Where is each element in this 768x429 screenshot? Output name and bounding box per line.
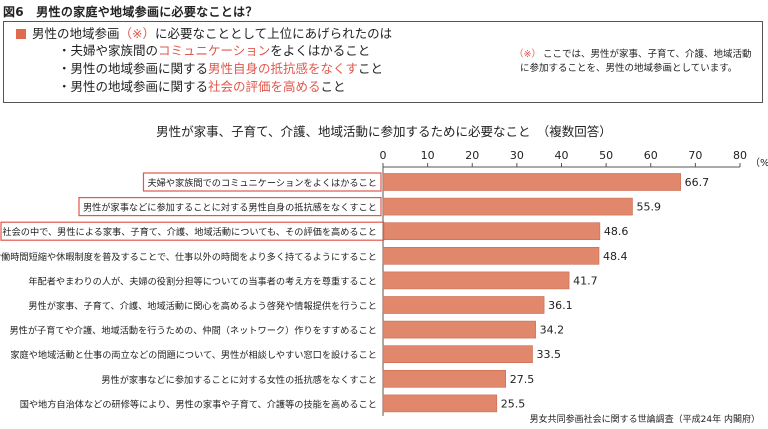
category-highlight-box bbox=[78, 197, 382, 217]
category-label: 男性が家事などに参加することに対する男性自身の抵抗感をなくすこと bbox=[83, 202, 377, 214]
x-tick-label: 70 bbox=[688, 149, 702, 162]
bar bbox=[382, 222, 601, 240]
x-tick-label: 80 bbox=[733, 149, 747, 162]
summary-item-post: をよくはかること bbox=[270, 43, 371, 58]
category-label: 男性が家事などに参加することに対する女性の抵抗感をなくすこと bbox=[101, 374, 377, 386]
category-label: 夫婦や家族間でのコミュニケーションをよくはかること bbox=[147, 177, 377, 189]
summary-lead-pre: 男性の地域参画 bbox=[32, 26, 120, 41]
x-tick-label: 0 bbox=[380, 149, 387, 162]
summary-item-post: こと bbox=[358, 61, 384, 76]
summary-item-pre: ・男性の地域参画に関する bbox=[58, 79, 209, 94]
bar bbox=[382, 394, 498, 413]
bar bbox=[382, 320, 536, 339]
source-note: 男女共同参画社会に関する世論調査（平成24年 内閣府） bbox=[529, 415, 760, 425]
bar-value-label: 36.1 bbox=[548, 299, 573, 312]
note-line-2: に参加することを、男性の地域参画としています。 bbox=[520, 63, 738, 74]
summary-lead-note-mark: （※） bbox=[119, 26, 155, 41]
bar bbox=[382, 247, 600, 265]
summary-bullet-icon bbox=[16, 29, 26, 39]
bar-value-label: 27.5 bbox=[510, 373, 535, 386]
bar-value-label: 25.5 bbox=[501, 397, 526, 410]
bar bbox=[382, 296, 545, 314]
category-highlight-box bbox=[0, 221, 385, 241]
chart-title: 男性が家事、子育て、介護、地域活動に参加するために必要なこと （複数回答） bbox=[156, 124, 612, 139]
category-label: 労働時間短縮や休暇制度を普及することで、仕事以外の時間をより多く持てるようにする… bbox=[0, 251, 377, 263]
x-tick-label: 10 bbox=[421, 149, 435, 162]
summary-item-emphasis: 男性自身の抵抗感をなくす bbox=[208, 61, 359, 76]
note-line-1-text: ここでは、男性が家事、子育て、介護、地域活動 bbox=[542, 49, 752, 60]
note-text: （※） ここでは、男性が家事、子育て、介護、地域活動 に参加することを、男性の地域… bbox=[514, 48, 752, 76]
category-label: 年配者やまわりの人が、夫婦の役割分担等についての当事者の考え方を尊重すること bbox=[28, 275, 377, 287]
x-tick-label: 50 bbox=[599, 149, 613, 162]
bar-value-label: 66.7 bbox=[685, 176, 710, 189]
note-mark: （※） bbox=[514, 49, 541, 60]
category-label: 男性が子育てや介護、地域活動を行うための、仲間（ネットワーク）作りをすすめること bbox=[10, 325, 378, 337]
bar-value-label: 48.4 bbox=[603, 250, 628, 263]
summary-lead: 男性の地域参画（※）に必要なこととして上位にあげられたのは bbox=[32, 26, 393, 41]
x-tick-label: 60 bbox=[644, 149, 658, 162]
summary-item: ・夫婦や家族間のコミュニケーションをよくはかること bbox=[58, 43, 371, 58]
note-line-1: （※） ここでは、男性が家事、子育て、介護、地域活動 bbox=[514, 48, 752, 62]
category-label: 社会の中で、男性による家事、子育て、介護、地域活動についても、その評価を高めるこ… bbox=[2, 226, 377, 238]
summary-box: 男性の地域参画（※）に必要なこととして上位にあげられたのは ・夫婦や家族間のコミ… bbox=[3, 21, 763, 103]
bar bbox=[382, 345, 533, 364]
category-highlight-box bbox=[142, 172, 382, 192]
summary-item-emphasis: 社会の評価を高める bbox=[208, 79, 321, 94]
x-tick-label: 40 bbox=[555, 149, 569, 162]
summary-item-pre: ・夫婦や家族間の bbox=[58, 43, 159, 58]
summary-item-post: こと bbox=[320, 79, 346, 94]
summary-item: ・男性の地域参画に関する男性自身の抵抗感をなくすこと bbox=[58, 61, 384, 76]
bar-value-label: 41.7 bbox=[573, 274, 598, 287]
figure-title: 図6 男性の家庭や地域参画に必要なことは？ bbox=[3, 5, 258, 19]
x-tick-label: 20 bbox=[465, 149, 479, 162]
bar bbox=[382, 369, 507, 388]
bar-value-label: 48.6 bbox=[604, 225, 629, 238]
summary-item-pre: ・男性の地域参画に関する bbox=[58, 61, 209, 76]
bar bbox=[382, 271, 570, 290]
summary-item-emphasis: コミュニケーション bbox=[158, 43, 271, 58]
bar bbox=[382, 173, 681, 191]
category-label: 家庭や地域活動と仕事の両立などの問題について、男性が相談しやすい窓口を設けること bbox=[10, 349, 377, 361]
bar-value-label: 34.2 bbox=[540, 324, 565, 337]
category-label: 国や地方自治体などの研修等により、男性の家事や子育て、介護等の技能を高めること bbox=[20, 398, 377, 410]
bar bbox=[382, 197, 633, 216]
category-label: 男性が家事、子育て、介護、地域活動に関心を高めるよう啓発や情報提供を行うこと bbox=[28, 300, 377, 312]
summary-lead-post: に必要なこととして上位にあげられたのは bbox=[155, 26, 393, 41]
x-tick-label: 30 bbox=[510, 149, 524, 162]
bar-value-label: 33.5 bbox=[536, 348, 561, 361]
unit-label: （%） bbox=[750, 157, 768, 169]
bar-value-label: 55.9 bbox=[636, 201, 661, 214]
summary-item: ・男性の地域参画に関する社会の評価を高めること bbox=[58, 79, 346, 94]
